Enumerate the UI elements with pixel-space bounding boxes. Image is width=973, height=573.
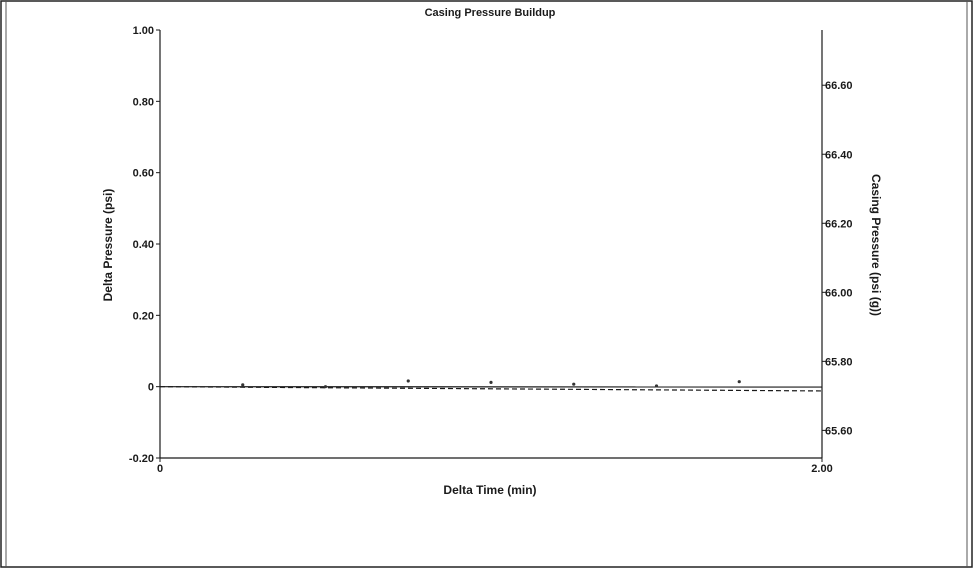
- y2-tick-label: 66.40: [825, 149, 853, 161]
- data-point: [572, 383, 575, 386]
- y-tick-label: 1.00: [133, 25, 154, 37]
- x-tick-label: 0: [157, 463, 163, 475]
- y2-tick-label: 66.60: [825, 80, 853, 92]
- data-point: [324, 385, 327, 388]
- y2-tick-label: 65.60: [825, 425, 853, 437]
- data-point: [655, 384, 658, 387]
- y-tick-label: 0: [148, 382, 154, 394]
- y-axis-label-right: Casing Pressure (psi (g)): [869, 174, 883, 316]
- ticks-layer: -0.2000.200.400.600.801.0065.6065.8066.0…: [129, 25, 853, 475]
- data-point: [241, 383, 244, 386]
- y2-tick-label: 66.20: [825, 218, 853, 230]
- y-tick-label: 0.40: [133, 239, 154, 251]
- lines-layer: [160, 387, 822, 391]
- y2-tick-label: 66.00: [825, 287, 853, 299]
- x-axis-label: Delta Time (min): [443, 483, 536, 497]
- y-axis-label-left: Delta Pressure (psi): [101, 189, 115, 302]
- chart-title: Casing Pressure Buildup: [425, 7, 556, 19]
- y-tick-label: 0.20: [133, 310, 154, 322]
- y2-tick-label: 65.80: [825, 356, 853, 368]
- y-tick-label: -0.20: [129, 453, 154, 465]
- y-tick-label: 0.80: [133, 96, 154, 108]
- data-point: [489, 381, 492, 384]
- y-tick-label: 0.60: [133, 168, 154, 180]
- data-point: [407, 379, 410, 382]
- x-tick-label: 2.00: [811, 463, 832, 475]
- data-point: [738, 380, 741, 383]
